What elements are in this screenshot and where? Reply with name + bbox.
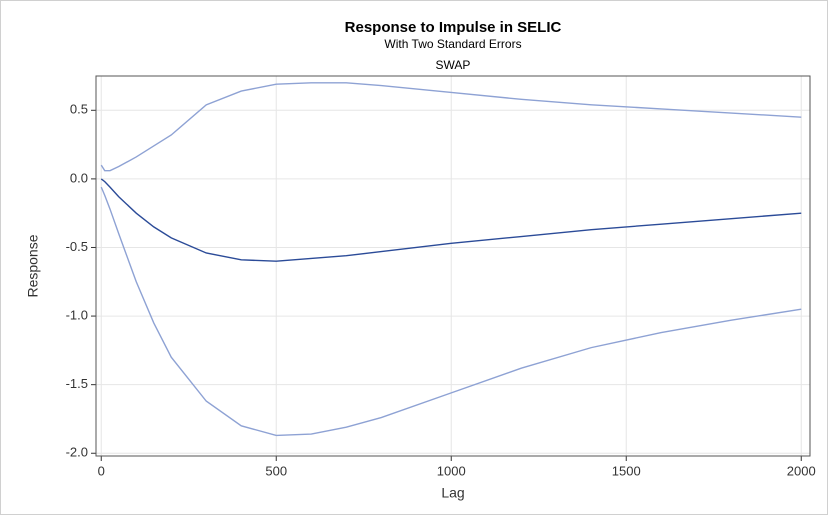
plot-frame bbox=[95, 75, 811, 457]
y-tick-label: 0.0 bbox=[70, 170, 88, 185]
panel-label: SWAP bbox=[436, 58, 471, 72]
y-axis-label: Response bbox=[25, 234, 41, 297]
y-tick-label: -1.0 bbox=[66, 308, 88, 323]
x-tick-label: 2000 bbox=[787, 463, 816, 478]
y-tick-label: -1.5 bbox=[66, 376, 88, 391]
x-tick-label: 500 bbox=[265, 463, 287, 478]
x-tick-label: 1500 bbox=[612, 463, 641, 478]
y-tick-label: 0.5 bbox=[70, 102, 88, 117]
chart-subtitle: With Two Standard Errors bbox=[384, 37, 521, 51]
line-series bbox=[100, 82, 802, 172]
y-tick-label: -2.0 bbox=[66, 445, 88, 460]
x-tick-label: 0 bbox=[98, 463, 105, 478]
line-series bbox=[100, 186, 802, 437]
line-series bbox=[100, 178, 802, 262]
x-axis-label: Lag bbox=[441, 485, 464, 501]
y-tick-label: -0.5 bbox=[66, 239, 88, 254]
chart-title: Response to Impulse in SELIC bbox=[345, 19, 562, 36]
x-tick-label: 1000 bbox=[437, 463, 466, 478]
